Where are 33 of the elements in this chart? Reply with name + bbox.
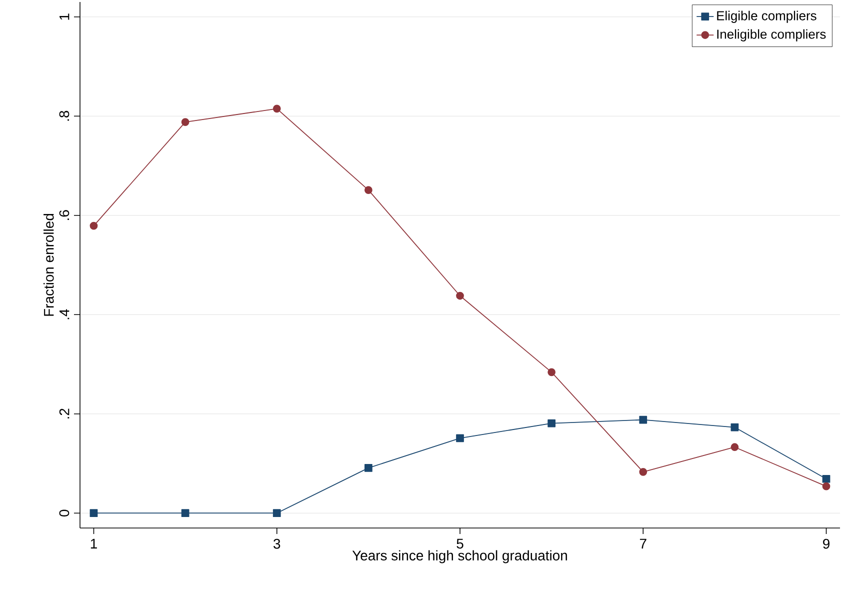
y-tick-label: 1 xyxy=(60,14,70,20)
x-tick-label: 7 xyxy=(640,538,646,548)
legend-label: Ineligible compliers xyxy=(717,29,826,42)
point xyxy=(822,482,830,490)
x-tick-label: 5 xyxy=(456,538,464,549)
y-tick-label: .2 xyxy=(59,408,70,418)
point xyxy=(822,474,830,483)
point xyxy=(639,416,648,424)
y-axis-title: Fraction enrolled xyxy=(44,214,54,316)
point xyxy=(456,292,464,300)
x-tick-label: 3 xyxy=(274,538,280,549)
y-tick-label: .4 xyxy=(60,309,70,320)
point xyxy=(181,509,190,518)
point xyxy=(548,419,556,428)
point xyxy=(364,186,372,194)
x-axis-title: Years since high school graduation xyxy=(352,550,567,564)
point xyxy=(272,104,281,113)
legend-label: Eligible compliers xyxy=(717,10,816,23)
x-tick-label: 9 xyxy=(823,538,830,549)
point xyxy=(639,468,648,476)
y-tick-label: 0 xyxy=(59,510,70,516)
y-tick-label: .6 xyxy=(59,210,70,220)
point xyxy=(90,222,98,230)
point xyxy=(730,423,739,432)
point xyxy=(548,368,556,376)
y-tick-label: .8 xyxy=(59,110,70,121)
point xyxy=(364,464,372,472)
point xyxy=(456,434,464,442)
point xyxy=(272,509,281,518)
point xyxy=(90,509,98,518)
x-tick-label: 1 xyxy=(90,538,97,548)
point xyxy=(181,118,190,126)
point xyxy=(730,443,739,452)
